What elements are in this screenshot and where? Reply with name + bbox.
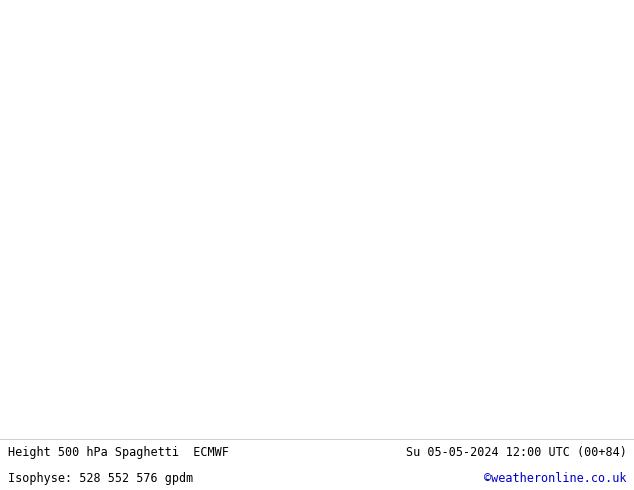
Text: ©weatheronline.co.uk: ©weatheronline.co.uk bbox=[484, 472, 626, 485]
Text: Height 500 hPa Spaghetti  ECMWF: Height 500 hPa Spaghetti ECMWF bbox=[8, 446, 228, 460]
Text: Isophyse: 528 552 576 gpdm: Isophyse: 528 552 576 gpdm bbox=[8, 472, 193, 485]
Text: Su 05-05-2024 12:00 UTC (00+84): Su 05-05-2024 12:00 UTC (00+84) bbox=[406, 446, 626, 460]
